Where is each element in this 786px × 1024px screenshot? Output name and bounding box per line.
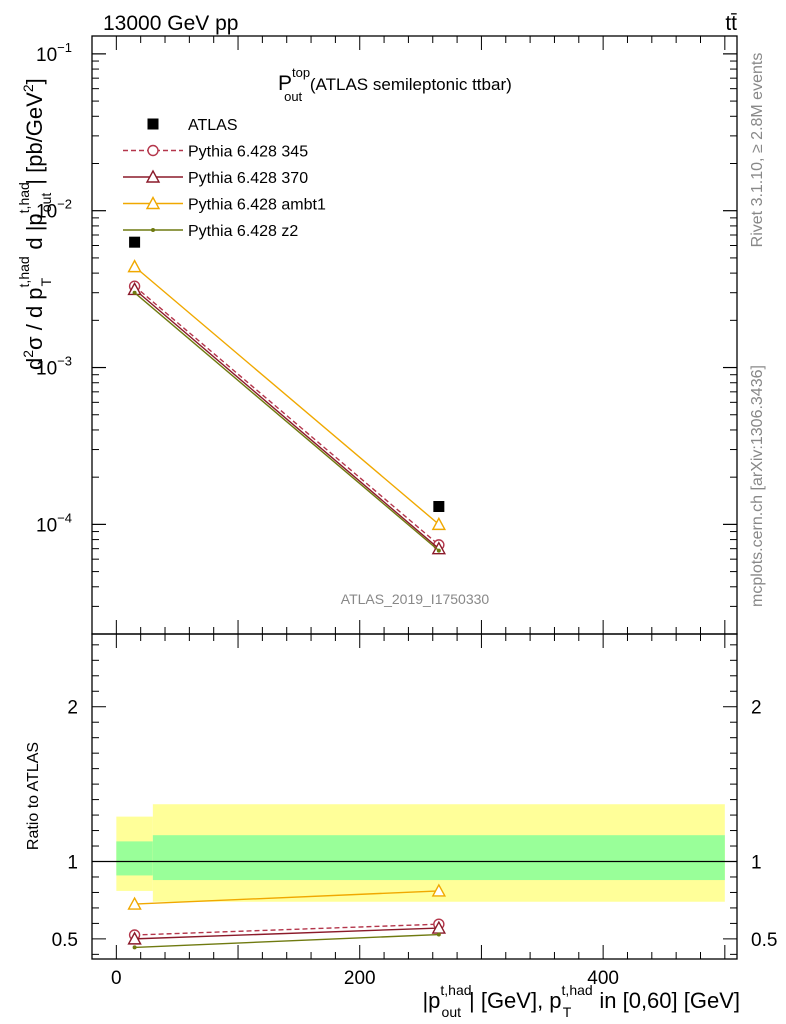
main-line-z2 <box>134 292 440 552</box>
legend: ATLAS Pythia 6.428 345 Pythia 6.428 370 Pyt… <box>123 117 326 240</box>
main-data-marks <box>127 236 447 555</box>
mcplots-label: mcplots.cern.ch [arXiv:1306.3436] <box>749 365 766 607</box>
main-point-z2-1 <box>436 548 441 553</box>
main-axis-ticks: 10−1 10−2 10−3 10−4 <box>36 36 737 635</box>
main-y-tick-label: 10−2 <box>36 197 72 223</box>
process-label: tt̄ <box>725 12 737 35</box>
ratio-band-inner-1 <box>152 835 725 881</box>
main-point-data-0 <box>129 236 141 248</box>
ratio-point-p370-0 <box>127 931 142 945</box>
legend-marker-ambt1 <box>145 196 161 210</box>
ratio-point-z2-0 <box>132 945 137 950</box>
main-point-ambt1-1 <box>431 516 447 531</box>
x-tick-label: 200 <box>344 968 376 989</box>
ratio-frame <box>91 633 738 960</box>
ratio-point-z2-1 <box>436 932 441 937</box>
ratio-data-marks <box>127 883 447 950</box>
main-line-p345 <box>134 285 440 546</box>
ratio-y-axis-label: Ratio to ATLAS <box>25 742 42 850</box>
energy-label: 13000 GeV pp <box>103 12 238 35</box>
title-main: P <box>278 72 292 95</box>
x-tick-label: 0 <box>111 968 122 989</box>
legend-marker-p345 <box>147 144 159 157</box>
ratio-y-tick-label-right: 0.5 <box>751 930 777 951</box>
main-y-axis-label: d2σ / d pt,had T d |pt,had out| [pb/GeV2] <box>16 78 54 370</box>
ratio-line-ambt1 <box>134 890 439 905</box>
ratio-y-tick-label: 1 <box>67 853 78 874</box>
legend-label-data: ATLAS <box>188 117 238 134</box>
ratio-line-p370 <box>134 927 439 940</box>
legend-marker-p370 <box>145 169 161 183</box>
ratio-y-tick-label-right: 2 <box>751 698 762 719</box>
title-superscript: top <box>292 65 310 80</box>
analysis-id: ATLAS_2019_I1750330 <box>341 591 490 607</box>
ratio-axis-ticks: 0.5 0.5 1 1 2 2 0 200 400 <box>52 634 777 989</box>
main-y-tick-label: 10−1 <box>36 40 72 66</box>
main-y-tick-label: 10−3 <box>36 354 72 380</box>
legend-label-p345: Pythia 6.428 345 <box>188 144 308 161</box>
ratio-line-p345 <box>134 923 439 936</box>
title-subscript: out <box>284 89 302 104</box>
ratio-line-z2 <box>134 933 439 949</box>
main-panel: 10−1 10−2 10−3 10−4 Ptop out (ATLAS semilept… <box>16 35 738 635</box>
ratio-y-tick-label: 0.5 <box>52 930 78 951</box>
legend-marker-z2 <box>151 228 155 232</box>
plot-title: Ptop out (ATLAS semileptonic ttbar) <box>278 65 512 104</box>
legend-label-p370: Pythia 6.428 370 <box>188 170 308 187</box>
main-y-tick-label: 10−4 <box>36 510 72 536</box>
rivet-label: Rivet 3.1.10, ≥ 2.8M events <box>749 53 766 248</box>
title-rest: (ATLAS semileptonic ttbar) <box>305 75 512 94</box>
ratio-point-ambt1-1 <box>431 883 447 897</box>
main-point-z2-0 <box>132 290 137 295</box>
legend-label-z2: Pythia 6.428 z2 <box>188 223 298 240</box>
legend-marker-data <box>147 118 159 130</box>
main-point-ambt1-0 <box>127 259 142 273</box>
ratio-point-ambt1-0 <box>127 896 142 910</box>
x-axis-label: |pt,had out | [GeV], pt,had T in [0,60] [Ge… <box>422 982 740 1020</box>
main-line-ambt1 <box>134 266 440 525</box>
ratio-uncertainty-bands <box>92 804 737 902</box>
main-line-p370 <box>134 288 440 550</box>
ratio-y-tick-label: 2 <box>67 698 78 719</box>
legend-label-ambt1: Pythia 6.428 ambt1 <box>188 197 326 214</box>
main-point-data-1 <box>433 501 445 513</box>
ratio-panel: 0.5 0.5 1 1 2 2 0 200 400 Ratio to ATLAS <box>25 633 777 989</box>
x-tick-label: 400 <box>587 968 619 989</box>
ratio-band-inner-0 <box>116 841 153 876</box>
ratio-y-tick-label-right: 1 <box>751 853 762 874</box>
